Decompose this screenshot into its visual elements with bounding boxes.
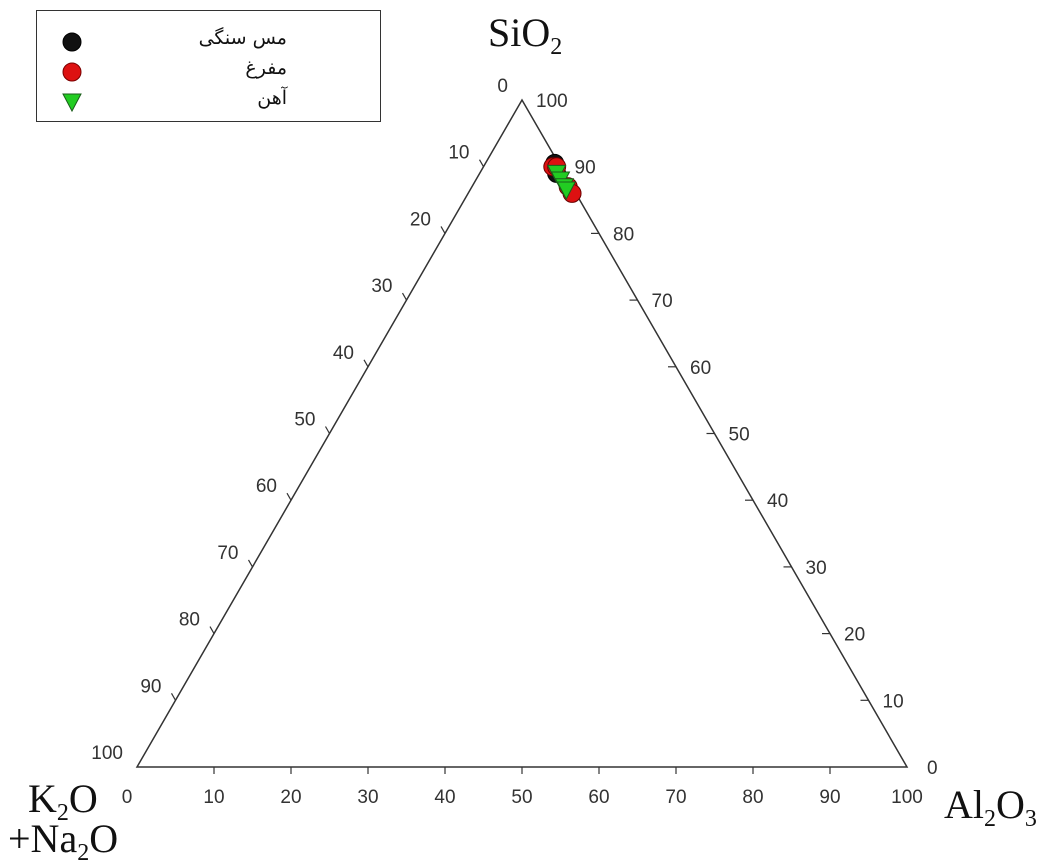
tick-label-bottom: 60: [588, 787, 609, 808]
tick-left: [286, 492, 292, 501]
legend-label-copper: مس سنگی: [198, 27, 287, 49]
tick-label-left: 70: [217, 543, 238, 564]
legend-label-bronze: مفرغ: [245, 57, 287, 79]
label-left-1-part: 2: [57, 800, 69, 826]
tick-label-bottom: 20: [280, 787, 301, 808]
tick-label-right: 70: [652, 291, 673, 312]
tick-label-right: 90: [575, 158, 596, 179]
apex-label-al2o3: Al2O3: [944, 782, 1037, 832]
tick-label-right: 40: [767, 491, 788, 512]
legend-item-iron: آهن: [37, 87, 380, 117]
label-right-part: 3: [1025, 806, 1037, 832]
tick-label-right: 20: [844, 625, 865, 646]
red-circle-marker-icon: [62, 62, 82, 82]
tick-label-left: 90: [140, 676, 161, 697]
tick-label-bottom: 100: [891, 787, 923, 808]
triangle-outline: [135, 98, 909, 768]
tick-label-bottom: 70: [665, 787, 686, 808]
tick-label-left: 50: [294, 410, 315, 431]
tick-group: 0 0 0 10 10 10 20 20 20 30 30 30 40 40 40 50 50 50 60 60 60 7…: [91, 76, 937, 808]
tick-label-right: 10: [883, 691, 904, 712]
label-right-part: 2: [984, 806, 996, 832]
tick-left: [440, 226, 446, 234]
label-left-2-part: 2: [77, 840, 89, 864]
tick-label-bottom: 30: [357, 787, 378, 808]
tick-label-right: 0: [927, 758, 938, 779]
legend-item-bronze: مفرغ: [37, 57, 380, 87]
tick-label-bottom: 40: [434, 787, 455, 808]
tick-left: [324, 426, 331, 434]
tick-label-bottom: 80: [742, 787, 763, 808]
tick-label-right: 50: [729, 425, 750, 446]
tick-label-right: 100: [536, 91, 568, 112]
label-left-2-part: +Na: [8, 816, 77, 861]
tick-label-left: 80: [179, 610, 200, 631]
tick-label-right: 30: [806, 558, 827, 579]
apex-label-sio2: SiO2: [488, 10, 562, 60]
tick-label-bottom: 10: [203, 787, 224, 808]
tick-left: [209, 626, 215, 634]
tick-label-left: 20: [410, 209, 431, 230]
tick-label-left: 0: [497, 76, 508, 97]
legend: مس سنگی مفرغ آهن: [36, 10, 381, 122]
tick-label-left: 30: [371, 276, 392, 297]
tick-label-right: 60: [690, 358, 711, 379]
ternary-frame: [135, 98, 909, 768]
label-left-1-part: K: [28, 776, 57, 821]
green-triangle-down-marker-icon: [62, 93, 82, 113]
data-points: [543, 153, 582, 203]
label-left-1-part: O: [69, 776, 98, 821]
apex-label-k2o: K2O: [28, 776, 98, 826]
tick-label-bottom: 50: [511, 787, 532, 808]
tick-left: [170, 693, 177, 701]
tick-label-left: 60: [256, 476, 277, 497]
tick-left: [478, 159, 485, 167]
apex-label-na2o: +Na2O: [8, 816, 118, 864]
label-left-2-part: O: [89, 816, 118, 861]
sio2-sub: 2: [550, 34, 562, 60]
tick-label-right: 80: [613, 224, 634, 245]
tick-label-left: 100: [91, 743, 123, 764]
tick-left: [401, 292, 408, 301]
tick-label-left: 10: [448, 143, 469, 164]
tick-label-bottom: 0: [122, 787, 133, 808]
point-2-3: [556, 181, 577, 201]
legend-label-iron: آهن: [257, 87, 287, 109]
legend-item-copper: مس سنگی: [37, 27, 380, 57]
label-right-part: Al: [944, 782, 984, 827]
tick-left: [247, 559, 254, 568]
tick-label-bottom: 90: [819, 787, 840, 808]
sio2-base: SiO: [488, 10, 550, 55]
label-right-part: O: [996, 782, 1025, 827]
black-circle-marker-icon: [62, 32, 82, 52]
tick-label-left: 40: [333, 343, 354, 364]
tick-left: [363, 359, 369, 368]
